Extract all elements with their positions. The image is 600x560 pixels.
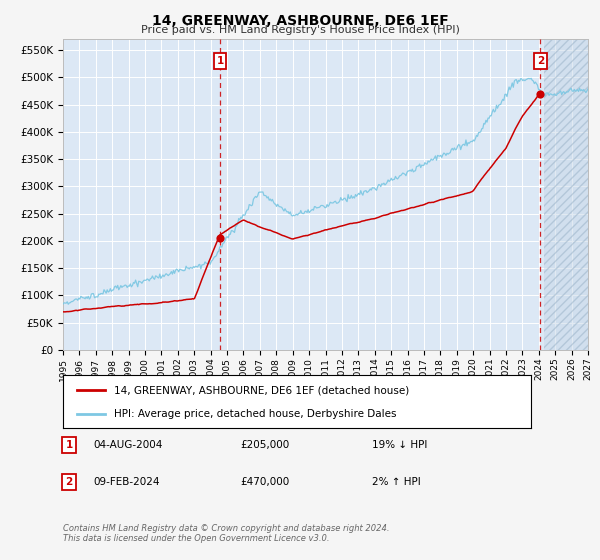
Text: 14, GREENWAY, ASHBOURNE, DE6 1EF (detached house): 14, GREENWAY, ASHBOURNE, DE6 1EF (detach… (115, 385, 410, 395)
Text: 19% ↓ HPI: 19% ↓ HPI (372, 440, 427, 450)
Text: 09-FEB-2024: 09-FEB-2024 (93, 477, 160, 487)
Text: £205,000: £205,000 (240, 440, 289, 450)
Text: 14, GREENWAY, ASHBOURNE, DE6 1EF: 14, GREENWAY, ASHBOURNE, DE6 1EF (152, 14, 448, 28)
Point (215, 234, 225, 242)
Text: 04-AUG-2004: 04-AUG-2004 (93, 440, 163, 450)
Bar (544, 39, 588, 350)
Text: 2: 2 (65, 477, 73, 487)
Bar (544, 39, 588, 350)
Text: 2: 2 (537, 56, 544, 66)
Text: Price paid vs. HM Land Registry's House Price Index (HPI): Price paid vs. HM Land Registry's House … (140, 25, 460, 35)
Point (536, 89, 545, 98)
Text: 1: 1 (65, 440, 73, 450)
Text: HPI: Average price, detached house, Derbyshire Dales: HPI: Average price, detached house, Derb… (115, 408, 397, 418)
Text: £470,000: £470,000 (240, 477, 289, 487)
Text: 2% ↑ HPI: 2% ↑ HPI (372, 477, 421, 487)
Text: 1: 1 (217, 56, 224, 66)
Text: Contains HM Land Registry data © Crown copyright and database right 2024.
This d: Contains HM Land Registry data © Crown c… (63, 524, 389, 543)
